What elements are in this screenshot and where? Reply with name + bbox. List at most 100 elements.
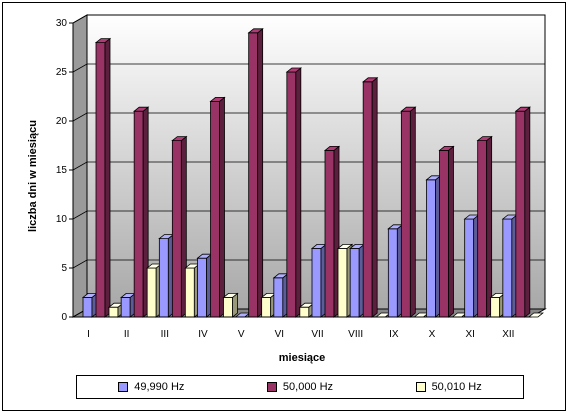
x-tick-label: IV [198, 329, 208, 340]
legend-item: 50,000 Hz [266, 381, 334, 393]
bar-series-2 [476, 135, 493, 318]
axes-group [72, 23, 531, 318]
legend-label-series-2: 50,000 Hz [282, 381, 334, 393]
bar-side [486, 135, 493, 318]
bar-top [336, 243, 354, 249]
bar-series-2 [400, 106, 417, 318]
bar-front [439, 149, 449, 318]
bar-top [476, 136, 493, 142]
legend-label-series-1: 49,990 Hz [134, 381, 185, 393]
bar-series-1 [310, 243, 328, 318]
y-tick-label: 10 [56, 214, 68, 225]
bar-front [108, 306, 119, 318]
x-tick-label: XII [502, 329, 514, 340]
x-tick-label: VI [275, 329, 284, 340]
bar-series-1 [272, 272, 289, 318]
bar-series-1 [81, 292, 99, 318]
x-tick-label: VIII [348, 329, 363, 340]
bar-front [286, 71, 297, 318]
bar-side [409, 106, 416, 318]
bar-front [133, 110, 144, 318]
bar-side [104, 37, 111, 318]
bar-front [299, 306, 310, 318]
bar-side [371, 76, 378, 318]
y-tick-label: 20 [56, 116, 68, 127]
legend-swatch-series-2 [266, 382, 277, 392]
legend-item: 50,010 Hz [415, 381, 482, 393]
bar-front [426, 179, 436, 318]
bar-front [95, 42, 106, 318]
bar-side [219, 96, 225, 318]
bar-front [477, 140, 488, 318]
bar-front [349, 247, 360, 318]
bar-top [209, 97, 226, 102]
bar-side [295, 67, 302, 318]
x-tick-labels: I II III IV V VI VII VIII IX X XI XII [87, 329, 514, 340]
bar-series-1 [387, 223, 404, 318]
bar-series-3 [527, 312, 544, 318]
bar-series-2 [94, 37, 112, 318]
x-tick-label: I [87, 329, 90, 340]
y-tick-label: 15 [56, 165, 68, 176]
grid-line [72, 161, 545, 171]
y-tick-label: 25 [56, 67, 68, 78]
bar-side [257, 27, 264, 318]
bar-series-1 [425, 174, 442, 318]
bar-top [94, 38, 112, 43]
bar-series-2 [209, 96, 226, 318]
legend-swatch-series-3 [415, 382, 426, 392]
bar-side [448, 145, 454, 318]
bar-series-2 [133, 106, 150, 318]
x-axis-title: miesiące [279, 352, 325, 364]
bar-series-1 [158, 233, 175, 318]
bar-top [247, 28, 264, 34]
bar-top [514, 106, 531, 112]
y-tick-label: 30 [56, 18, 68, 29]
bar-series-2 [247, 27, 264, 318]
x-tick-label: VII [311, 329, 323, 340]
bar-series-2 [285, 67, 302, 318]
bar-series-2 [323, 145, 341, 318]
chart-frame: 0 5 10 15 20 25 30 I II III IV V VI VII VIII IX X XI XII … [2, 2, 566, 411]
bar-top [527, 312, 544, 318]
x-tick-label: X [429, 329, 436, 340]
bar-top [323, 145, 341, 151]
bar-front [337, 247, 348, 318]
y-axis-title: liczba dni w miesiącu [27, 120, 39, 232]
x-tick-label: IX [389, 329, 399, 340]
grid-line [72, 112, 545, 122]
bar-series-1 [120, 292, 137, 318]
legend-item: 49,990 Hz [118, 381, 184, 393]
bar-top [222, 292, 239, 298]
grid-line [72, 14, 545, 24]
bar-side [524, 106, 531, 318]
bar-series-1 [463, 214, 480, 318]
bar-front [490, 296, 501, 318]
grid-line [72, 63, 545, 73]
bar-front [502, 218, 513, 318]
bar-front [515, 110, 526, 318]
bar-series-1 [349, 243, 366, 318]
bar-series-3 [222, 292, 239, 318]
x-tick-label: II [124, 329, 130, 340]
bar-front [248, 32, 259, 318]
bar-top [133, 106, 150, 112]
grid-line [72, 210, 545, 220]
legend: 49,990 Hz 50,000 Hz 50,010 Hz [76, 375, 524, 399]
bar-front [273, 277, 284, 318]
bar-front [171, 140, 182, 318]
bar-series-2 [514, 106, 531, 318]
bar-series-1 [501, 214, 518, 318]
bar-top [438, 145, 455, 151]
bar-front [311, 247, 322, 318]
bar-series-1 [196, 253, 213, 318]
bar-front [82, 296, 93, 318]
x-tick-label: III [161, 329, 169, 340]
y-tick-label: 5 [61, 263, 67, 274]
bar-series-2 [171, 135, 188, 318]
bar-front [146, 267, 157, 318]
bar-top [362, 77, 379, 83]
bar-front [197, 257, 207, 318]
bar-series-2 [362, 76, 379, 318]
